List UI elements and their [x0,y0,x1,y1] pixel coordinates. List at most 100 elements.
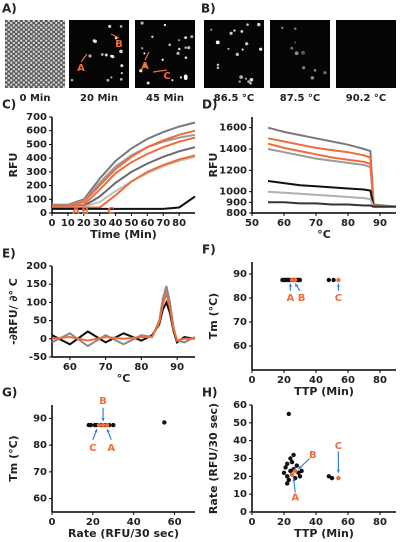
marker-line [110,33,120,39]
droplet [229,31,233,35]
y-tick-label: 900 [226,197,247,208]
data-point [291,452,296,458]
arrow-head [94,429,98,433]
marker-line [80,53,88,63]
y-tick-label: 200 [26,261,47,272]
droplet [108,24,112,28]
annotation: B [309,450,317,461]
droplet [141,47,144,50]
annotation: A [107,443,115,454]
x-tick-label: 20 [277,517,291,528]
y-axis-label: Rate (RFU/30 sec) [207,403,220,514]
y-tick-label: 60 [33,494,47,505]
x-tick-label: 80 [341,218,355,229]
x-tick-label: 40 [309,517,323,528]
x-tick-label: 50 [245,218,259,229]
y-tick-label: 1600 [219,123,247,134]
y-axis-label: RFU [7,153,20,178]
droplet [210,28,213,31]
droplet [239,75,243,79]
y-tick-label: 1000 [219,187,247,198]
x-tick-label: 60 [168,517,182,528]
droplet [176,51,180,55]
x-axis-label: Rate (RFU/30 sec) [68,527,179,540]
x-tick-label: 30 [93,218,107,229]
droplet [110,76,113,79]
image-marker: B [115,39,123,50]
droplet [241,48,244,51]
y-tick-label: 100 [26,194,47,205]
arrow-head [292,478,296,482]
image-marker: A [77,63,85,74]
data-line [52,129,196,208]
y-axis-label: -∂RFU/ ∂° C [7,278,20,345]
annotation: B [99,396,107,407]
data-point [293,468,298,474]
y-tick-label: 80 [33,440,47,451]
droplet [143,63,147,68]
x-tick-label: 80 [373,375,387,386]
y-tick-label: 500 [26,139,47,150]
y-tick-label: 0 [240,507,247,518]
data-point [285,474,290,479]
x-tick-label: 60 [341,517,355,528]
y-tick-label: 90 [233,269,247,280]
droplet [88,54,92,58]
y-tick-label: 70 [233,317,247,328]
x-axis-label: °C [117,372,131,385]
droplet [290,46,294,50]
data-line [268,201,396,208]
y-tick-label: 90 [33,413,47,424]
data-point [96,422,102,428]
data-line [267,190,396,208]
arrow-head [336,283,341,287]
annotation: A [287,293,295,304]
data-point [111,422,116,428]
image-caption: 90.2 °C [346,93,387,104]
x-tick-label: 90 [170,362,184,373]
data-point [100,422,106,428]
data-point [326,474,331,479]
x-tick-label: 70 [156,218,170,229]
x-tick-label: 60 [140,218,154,229]
y-axis-label: RFU [207,153,220,178]
x-tick-label: 0 [249,375,256,386]
droplet [233,29,236,32]
data-line [52,136,196,208]
x-tick-label: 20 [277,375,291,386]
droplet [178,47,181,51]
y-tick-label: 1200 [219,165,247,176]
marker-line [152,69,168,73]
x-tick-label: 60 [277,218,291,229]
annotation: C [335,293,342,304]
droplet [163,23,167,27]
droplet [120,71,123,75]
panel-label: E) [2,247,16,261]
data-line [52,146,196,209]
y-tick-label: 10 [233,489,247,500]
droplet [92,39,96,42]
droplet [294,51,299,56]
data-line [51,289,195,342]
image-marker: C [163,71,170,82]
data-line [267,142,397,208]
y-tick-label: 0 [40,208,47,219]
micrograph [69,20,129,88]
y-tick-label: 200 [26,181,47,192]
droplet [227,47,230,50]
data-point [326,277,331,283]
data-line [52,154,196,209]
annotation: B [82,206,90,217]
droplet [70,78,74,82]
droplet [139,69,143,73]
droplet [116,42,119,45]
droplet [280,26,284,30]
droplet [100,53,104,56]
panel-label: D) [202,98,217,112]
data-point [336,277,341,283]
annotation: C [335,441,342,452]
droplet [190,35,194,39]
x-tick-label: 90 [373,218,387,229]
x-tick-label: 0 [49,218,56,229]
